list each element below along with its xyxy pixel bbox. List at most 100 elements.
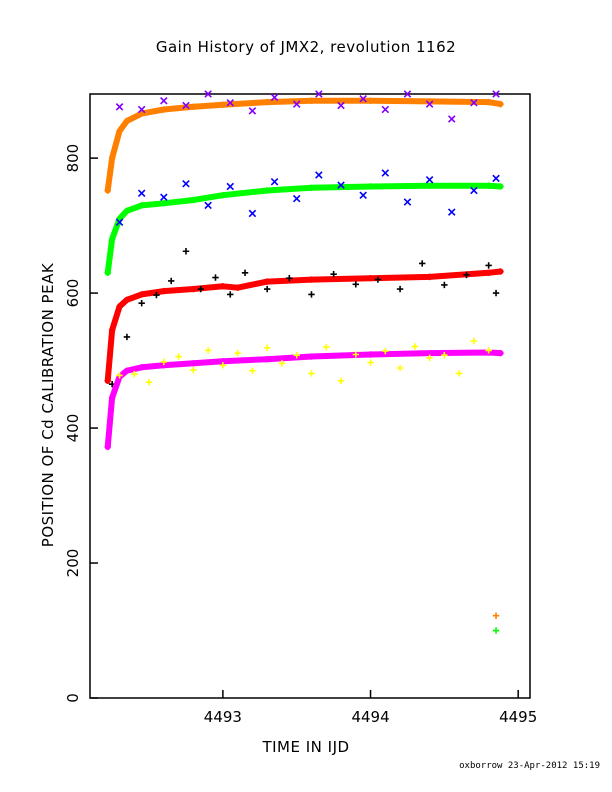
data-point [116, 372, 123, 379]
data-point [108, 394, 116, 401]
data-point [426, 354, 433, 362]
data-point [485, 347, 492, 354]
data-point [263, 187, 271, 194]
data-point [381, 169, 390, 177]
data-point [153, 291, 160, 299]
data-point [382, 347, 389, 355]
data-point [278, 360, 286, 367]
data-point [497, 349, 504, 357]
data-point [160, 106, 168, 113]
data-point [123, 207, 131, 214]
data-point [123, 296, 131, 304]
data-point [315, 90, 323, 98]
data-point [204, 201, 212, 210]
data-point [292, 194, 301, 203]
data-point [426, 182, 433, 189]
data-point [337, 181, 345, 189]
data-point [204, 347, 212, 354]
data-point [219, 101, 227, 108]
x-tick-label: 4494 [351, 708, 389, 726]
y-tick-label: 0 [64, 693, 82, 703]
data-point [263, 285, 271, 293]
y-axis-ticks: 0 200 400 600 800 [64, 144, 98, 703]
data-point [367, 351, 374, 358]
data-point [160, 287, 168, 295]
series-7 [116, 337, 492, 386]
data-point [367, 275, 374, 282]
data-point [359, 94, 367, 103]
data-point [123, 367, 131, 374]
series-layer [104, 90, 504, 634]
data-point [381, 105, 390, 114]
series-8 [492, 612, 500, 619]
data-point [248, 107, 257, 115]
data-point [263, 278, 271, 285]
data-point [219, 192, 227, 199]
data-point [425, 175, 434, 184]
data-point [403, 198, 412, 206]
data-point [492, 174, 500, 183]
data-point [447, 115, 456, 123]
data-point [190, 366, 197, 374]
data-point [160, 200, 168, 207]
series-9 [492, 627, 500, 634]
data-point [138, 202, 145, 209]
x-axis-label: TIME IN IJD [262, 738, 350, 756]
data-point [396, 285, 404, 293]
data-point [160, 96, 168, 105]
data-point [352, 281, 359, 288]
data-point [426, 273, 433, 281]
data-point [234, 349, 241, 357]
data-point [115, 103, 124, 111]
series-1 [115, 90, 500, 123]
data-point [104, 443, 111, 451]
data-point [374, 276, 382, 283]
series-4 [104, 268, 504, 385]
y-tick-label: 600 [64, 279, 82, 308]
data-point [227, 291, 234, 298]
data-point [403, 90, 412, 98]
y-tick-label: 800 [64, 144, 82, 173]
data-point [292, 100, 301, 108]
data-point [263, 356, 271, 363]
series-0 [104, 97, 504, 194]
data-point [138, 364, 145, 371]
data-point [497, 100, 504, 108]
data-point [441, 281, 448, 289]
data-point [108, 235, 116, 243]
data-point [359, 191, 367, 199]
data-point [137, 105, 146, 114]
data-point [197, 285, 204, 293]
data-point [116, 303, 123, 310]
data-point [497, 268, 504, 275]
data-point [123, 333, 131, 341]
data-point [367, 359, 374, 366]
data-point [293, 351, 300, 359]
data-point [263, 344, 271, 351]
data-point [182, 248, 190, 255]
data-point [270, 93, 279, 102]
data-point [131, 370, 138, 378]
data-point [485, 98, 492, 106]
data-point [308, 184, 315, 192]
data-point [123, 117, 131, 125]
data-point [160, 358, 168, 366]
data-point [241, 269, 249, 277]
data-point [145, 378, 153, 386]
data-point [396, 364, 404, 372]
data-point [115, 218, 124, 226]
data-point [411, 343, 419, 350]
data-point [108, 154, 116, 162]
fit-curve [104, 182, 504, 276]
data-point [190, 196, 197, 204]
data-point [168, 277, 175, 285]
data-point [138, 110, 145, 117]
data-point [219, 283, 227, 290]
data-point [219, 362, 227, 369]
data-point [367, 97, 374, 104]
data-point [226, 182, 235, 191]
data-point [138, 300, 145, 307]
data-point [190, 103, 197, 111]
data-point [104, 187, 111, 194]
credit-stamp: oxborrow 23-Apr-2012 15:19 [459, 761, 600, 771]
